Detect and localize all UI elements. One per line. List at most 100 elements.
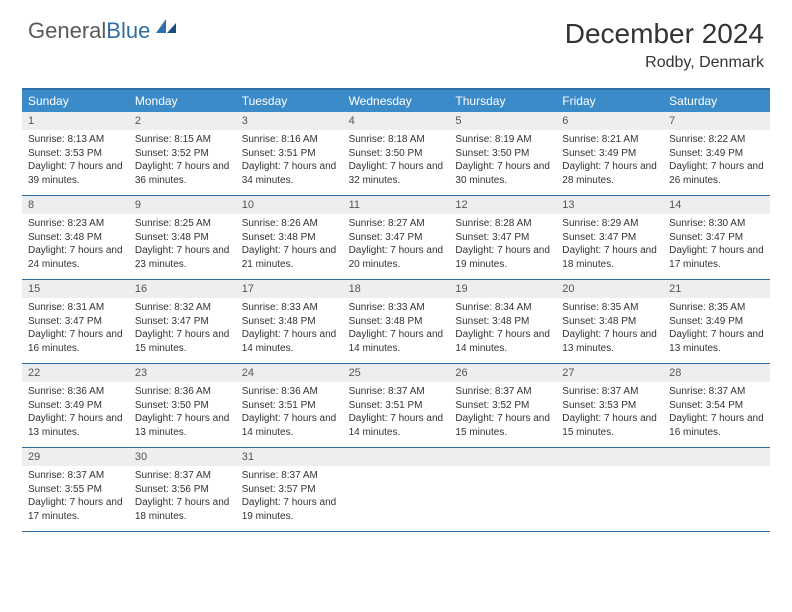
sunrise-line: Sunrise: 8:33 AM — [349, 301, 444, 315]
day-number: 27 — [556, 364, 663, 382]
sunset-line: Sunset: 3:49 PM — [562, 147, 657, 161]
sunrise-line: Sunrise: 8:28 AM — [455, 217, 550, 231]
day-cell: 22Sunrise: 8:36 AMSunset: 3:49 PMDayligh… — [22, 364, 129, 447]
day-cell: 27Sunrise: 8:37 AMSunset: 3:53 PMDayligh… — [556, 364, 663, 447]
daylight-line: Daylight: 7 hours and 17 minutes. — [669, 244, 764, 271]
sunrise-line: Sunrise: 8:13 AM — [28, 133, 123, 147]
day-number: 11 — [343, 196, 450, 214]
sunrise-line: Sunrise: 8:25 AM — [135, 217, 230, 231]
daylight-line: Daylight: 7 hours and 15 minutes. — [455, 412, 550, 439]
day-cell: 5Sunrise: 8:19 AMSunset: 3:50 PMDaylight… — [449, 112, 556, 195]
day-body: Sunrise: 8:37 AMSunset: 3:54 PMDaylight:… — [663, 382, 770, 447]
sunset-line: Sunset: 3:47 PM — [28, 315, 123, 329]
day-body: Sunrise: 8:30 AMSunset: 3:47 PMDaylight:… — [663, 214, 770, 279]
day-number: 10 — [236, 196, 343, 214]
sunrise-line: Sunrise: 8:37 AM — [562, 385, 657, 399]
sunrise-line: Sunrise: 8:36 AM — [135, 385, 230, 399]
daylight-line: Daylight: 7 hours and 18 minutes. — [562, 244, 657, 271]
day-body: Sunrise: 8:32 AMSunset: 3:47 PMDaylight:… — [129, 298, 236, 363]
day-number: 6 — [556, 112, 663, 130]
day-cell: 25Sunrise: 8:37 AMSunset: 3:51 PMDayligh… — [343, 364, 450, 447]
sunset-line: Sunset: 3:49 PM — [669, 147, 764, 161]
day-number: 3 — [236, 112, 343, 130]
sunrise-line: Sunrise: 8:29 AM — [562, 217, 657, 231]
daylight-line: Daylight: 7 hours and 14 minutes. — [242, 328, 337, 355]
sunrise-line: Sunrise: 8:23 AM — [28, 217, 123, 231]
day-body: Sunrise: 8:19 AMSunset: 3:50 PMDaylight:… — [449, 130, 556, 195]
day-number: 12 — [449, 196, 556, 214]
daylight-line: Daylight: 7 hours and 16 minutes. — [669, 412, 764, 439]
dow-friday: Friday — [556, 90, 663, 112]
day-body: Sunrise: 8:36 AMSunset: 3:50 PMDaylight:… — [129, 382, 236, 447]
day-body: Sunrise: 8:26 AMSunset: 3:48 PMDaylight:… — [236, 214, 343, 279]
day-cell — [663, 448, 770, 531]
day-number: 24 — [236, 364, 343, 382]
day-body: Sunrise: 8:27 AMSunset: 3:47 PMDaylight:… — [343, 214, 450, 279]
day-body: Sunrise: 8:29 AMSunset: 3:47 PMDaylight:… — [556, 214, 663, 279]
day-cell: 18Sunrise: 8:33 AMSunset: 3:48 PMDayligh… — [343, 280, 450, 363]
daylight-line: Daylight: 7 hours and 16 minutes. — [28, 328, 123, 355]
daylight-line: Daylight: 7 hours and 20 minutes. — [349, 244, 444, 271]
day-body: Sunrise: 8:18 AMSunset: 3:50 PMDaylight:… — [343, 130, 450, 195]
daylight-line: Daylight: 7 hours and 21 minutes. — [242, 244, 337, 271]
day-cell: 23Sunrise: 8:36 AMSunset: 3:50 PMDayligh… — [129, 364, 236, 447]
sunset-line: Sunset: 3:48 PM — [349, 315, 444, 329]
day-body: Sunrise: 8:21 AMSunset: 3:49 PMDaylight:… — [556, 130, 663, 195]
day-number: 30 — [129, 448, 236, 466]
sunrise-line: Sunrise: 8:21 AM — [562, 133, 657, 147]
sunset-line: Sunset: 3:50 PM — [349, 147, 444, 161]
day-cell: 16Sunrise: 8:32 AMSunset: 3:47 PMDayligh… — [129, 280, 236, 363]
day-body: Sunrise: 8:35 AMSunset: 3:48 PMDaylight:… — [556, 298, 663, 363]
daylight-line: Daylight: 7 hours and 15 minutes. — [562, 412, 657, 439]
daylight-line: Daylight: 7 hours and 24 minutes. — [28, 244, 123, 271]
day-number: 18 — [343, 280, 450, 298]
day-body: Sunrise: 8:33 AMSunset: 3:48 PMDaylight:… — [236, 298, 343, 363]
daylight-line: Daylight: 7 hours and 13 minutes. — [562, 328, 657, 355]
daylight-line: Daylight: 7 hours and 13 minutes. — [669, 328, 764, 355]
day-cell: 20Sunrise: 8:35 AMSunset: 3:48 PMDayligh… — [556, 280, 663, 363]
day-body — [556, 466, 663, 516]
day-number: 23 — [129, 364, 236, 382]
day-body — [343, 466, 450, 516]
sunrise-line: Sunrise: 8:33 AM — [242, 301, 337, 315]
day-cell: 24Sunrise: 8:36 AMSunset: 3:51 PMDayligh… — [236, 364, 343, 447]
week-row: 29Sunrise: 8:37 AMSunset: 3:55 PMDayligh… — [22, 448, 770, 532]
sunset-line: Sunset: 3:47 PM — [349, 231, 444, 245]
day-cell — [556, 448, 663, 531]
daylight-line: Daylight: 7 hours and 14 minutes. — [349, 328, 444, 355]
day-number — [449, 448, 556, 466]
daylight-line: Daylight: 7 hours and 19 minutes. — [242, 496, 337, 523]
week-row: 15Sunrise: 8:31 AMSunset: 3:47 PMDayligh… — [22, 280, 770, 364]
daylight-line: Daylight: 7 hours and 34 minutes. — [242, 160, 337, 187]
day-number: 5 — [449, 112, 556, 130]
day-number: 31 — [236, 448, 343, 466]
sunset-line: Sunset: 3:57 PM — [242, 483, 337, 497]
day-number: 9 — [129, 196, 236, 214]
day-cell: 8Sunrise: 8:23 AMSunset: 3:48 PMDaylight… — [22, 196, 129, 279]
day-body: Sunrise: 8:13 AMSunset: 3:53 PMDaylight:… — [22, 130, 129, 195]
daylight-line: Daylight: 7 hours and 14 minutes. — [349, 412, 444, 439]
daylight-line: Daylight: 7 hours and 18 minutes. — [135, 496, 230, 523]
day-number: 13 — [556, 196, 663, 214]
day-number: 14 — [663, 196, 770, 214]
sunrise-line: Sunrise: 8:35 AM — [669, 301, 764, 315]
day-cell: 9Sunrise: 8:25 AMSunset: 3:48 PMDaylight… — [129, 196, 236, 279]
day-cell: 2Sunrise: 8:15 AMSunset: 3:52 PMDaylight… — [129, 112, 236, 195]
day-cell: 26Sunrise: 8:37 AMSunset: 3:52 PMDayligh… — [449, 364, 556, 447]
daylight-line: Daylight: 7 hours and 32 minutes. — [349, 160, 444, 187]
sunset-line: Sunset: 3:54 PM — [669, 399, 764, 413]
day-body: Sunrise: 8:15 AMSunset: 3:52 PMDaylight:… — [129, 130, 236, 195]
dow-sunday: Sunday — [22, 90, 129, 112]
day-number: 26 — [449, 364, 556, 382]
day-cell: 13Sunrise: 8:29 AMSunset: 3:47 PMDayligh… — [556, 196, 663, 279]
day-cell: 7Sunrise: 8:22 AMSunset: 3:49 PMDaylight… — [663, 112, 770, 195]
day-cell: 3Sunrise: 8:16 AMSunset: 3:51 PMDaylight… — [236, 112, 343, 195]
sunrise-line: Sunrise: 8:37 AM — [135, 469, 230, 483]
day-body: Sunrise: 8:37 AMSunset: 3:51 PMDaylight:… — [343, 382, 450, 447]
day-body: Sunrise: 8:37 AMSunset: 3:55 PMDaylight:… — [22, 466, 129, 531]
sunrise-line: Sunrise: 8:37 AM — [28, 469, 123, 483]
day-body: Sunrise: 8:37 AMSunset: 3:52 PMDaylight:… — [449, 382, 556, 447]
day-number: 20 — [556, 280, 663, 298]
sunrise-line: Sunrise: 8:34 AM — [455, 301, 550, 315]
day-body: Sunrise: 8:33 AMSunset: 3:48 PMDaylight:… — [343, 298, 450, 363]
